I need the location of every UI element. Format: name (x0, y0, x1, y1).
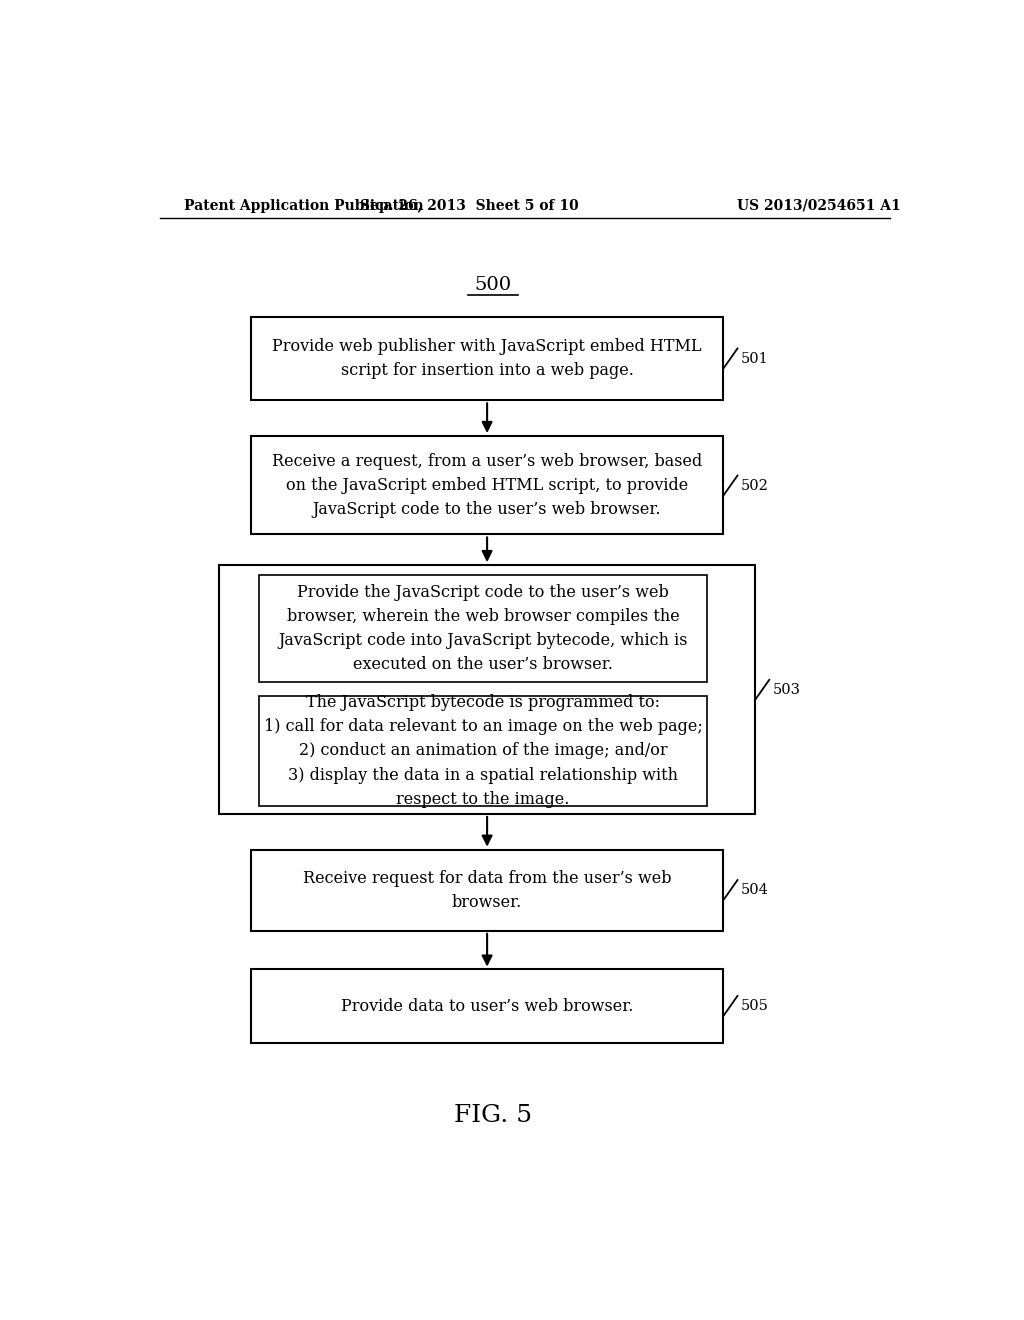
Text: FIG. 5: FIG. 5 (454, 1105, 532, 1127)
Text: 501: 501 (740, 351, 768, 366)
Text: 502: 502 (740, 479, 769, 492)
Bar (219, 565, 755, 814)
Text: Patent Application Publication: Patent Application Publication (183, 199, 423, 213)
Bar (259, 576, 708, 682)
Text: 505: 505 (740, 999, 769, 1012)
Text: 500: 500 (474, 276, 512, 294)
Text: Provide web publisher with JavaScript embed HTML
script for insertion into a web: Provide web publisher with JavaScript em… (272, 338, 701, 379)
Text: Receive request for data from the user’s web
browser.: Receive request for data from the user’s… (303, 870, 672, 911)
Bar (251, 317, 723, 400)
Bar (259, 696, 708, 805)
Bar (251, 436, 723, 535)
Bar (251, 969, 723, 1043)
Text: Provide the JavaScript code to the user’s web
browser, wherein the web browser c: Provide the JavaScript code to the user’… (279, 583, 688, 673)
Text: US 2013/0254651 A1: US 2013/0254651 A1 (736, 199, 900, 213)
Text: 503: 503 (772, 682, 801, 697)
Text: Receive a request, from a user’s web browser, based
on the JavaScript embed HTML: Receive a request, from a user’s web bro… (272, 453, 702, 517)
Text: Sep. 26, 2013  Sheet 5 of 10: Sep. 26, 2013 Sheet 5 of 10 (359, 199, 579, 213)
Text: 504: 504 (740, 883, 769, 898)
Bar (251, 850, 723, 931)
Text: Provide data to user’s web browser.: Provide data to user’s web browser. (341, 998, 633, 1015)
Text: The JavaScript bytecode is programmed to:
1) call for data relevant to an image : The JavaScript bytecode is programmed to… (264, 694, 702, 808)
